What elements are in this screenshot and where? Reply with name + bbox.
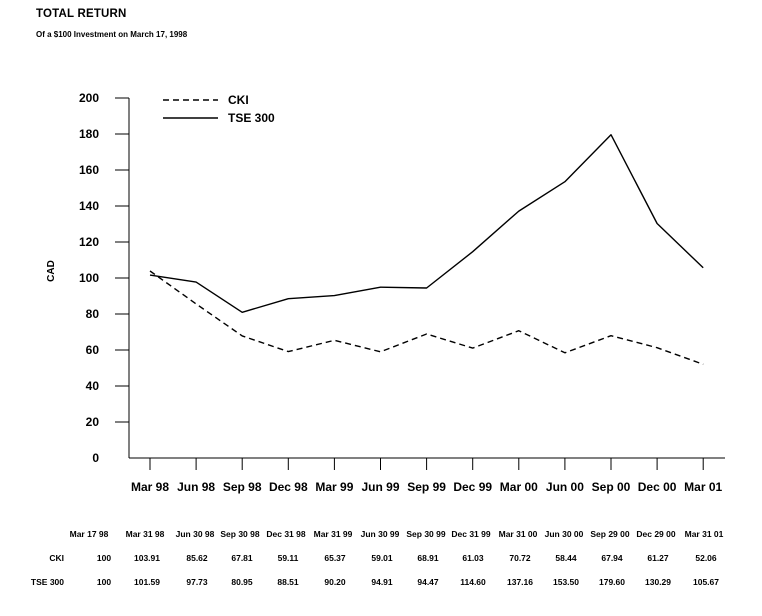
legend-label: CKI bbox=[228, 93, 249, 107]
y-tick-label: 140 bbox=[79, 199, 99, 213]
table-cell: 130.29 bbox=[645, 577, 671, 587]
table-cell: 59.01 bbox=[371, 553, 393, 563]
table-cell: 70.72 bbox=[509, 553, 531, 563]
table-column-header: Dec 29 00 bbox=[636, 529, 675, 539]
table-cell: 88.51 bbox=[277, 577, 299, 587]
series-line-cki bbox=[149, 270, 704, 365]
data-table: Mar 17 98 Mar 31 98 Jun 30 98 Sep 30 98 Dec … bbox=[31, 529, 724, 587]
x-tick-label: Sep 98 bbox=[223, 480, 262, 494]
table-cell: 85.62 bbox=[186, 553, 208, 563]
table-cell: 103.91 bbox=[134, 553, 160, 563]
table-cell: 65.37 bbox=[324, 553, 346, 563]
table-column-header: Sep 30 99 bbox=[406, 529, 445, 539]
x-tick-label: Mar 99 bbox=[315, 480, 353, 494]
x-tick-label: Sep 00 bbox=[592, 480, 631, 494]
table-cell: 97.73 bbox=[186, 577, 208, 587]
y-tick-label: 0 bbox=[92, 451, 99, 465]
table-column-header: Sep 30 98 bbox=[220, 529, 259, 539]
table-cell: 52.06 bbox=[695, 553, 717, 563]
table-column-header: Sep 29 00 bbox=[590, 529, 629, 539]
y-tick-label: 100 bbox=[79, 271, 99, 285]
table-cell: 58.44 bbox=[555, 553, 577, 563]
table-row-label: TSE 300 bbox=[31, 577, 64, 587]
table-cell: 100 bbox=[97, 553, 111, 563]
y-tick-label: 180 bbox=[79, 127, 99, 141]
table-cell: 61.27 bbox=[647, 553, 669, 563]
table-cell: 59.11 bbox=[278, 553, 299, 563]
table-cell: 90.20 bbox=[324, 577, 346, 587]
chart-title: TOTAL RETURN bbox=[36, 8, 127, 20]
table-cell: 67.94 bbox=[601, 553, 623, 563]
y-tick-label: 20 bbox=[86, 415, 100, 429]
x-tick-label: Mar 98 bbox=[131, 480, 169, 494]
x-tick-label: Sep 99 bbox=[407, 480, 446, 494]
chart-subtitle: Of a $100 Investment on March 17, 1998 bbox=[36, 30, 188, 39]
table-column-header: Mar 31 99 bbox=[314, 529, 353, 539]
table-cell: 80.95 bbox=[231, 577, 253, 587]
y-tick-label: 200 bbox=[79, 91, 99, 105]
x-tick-label: Dec 98 bbox=[269, 480, 308, 494]
table-cell: 153.50 bbox=[553, 577, 579, 587]
table-cell: 114.60 bbox=[460, 577, 486, 587]
table-column-header: Dec 31 99 bbox=[451, 529, 490, 539]
table-column-header: Mar 31 00 bbox=[499, 529, 538, 539]
table-cell: 94.91 bbox=[371, 577, 393, 587]
axes: 0 20 40 60 80 100 120 140 160 180 200 CAD Mar 98 Jun … bbox=[46, 91, 725, 494]
x-tick-label: Jun 98 bbox=[177, 480, 215, 494]
table-cell: 100 bbox=[97, 577, 111, 587]
table-column-header: Dec 31 98 bbox=[266, 529, 305, 539]
table-cell: 68.91 bbox=[417, 553, 439, 563]
table-cell: 179.60 bbox=[599, 577, 625, 587]
x-tick-label: Mar 00 bbox=[500, 480, 538, 494]
x-tick-label: Mar 01 bbox=[684, 480, 722, 494]
y-tick-label: 160 bbox=[79, 163, 99, 177]
legend: CKI TSE 300 bbox=[163, 93, 275, 125]
table-column-header: Jun 30 99 bbox=[361, 529, 400, 539]
table-cell: 94.47 bbox=[417, 577, 439, 587]
table-cell: 105.67 bbox=[693, 577, 719, 587]
table-row-label: CKI bbox=[49, 553, 64, 563]
x-tick-label: Jun 00 bbox=[546, 480, 584, 494]
table-cell: 101.59 bbox=[134, 577, 160, 587]
x-tick-label: Dec 00 bbox=[638, 480, 677, 494]
y-tick-label: 60 bbox=[86, 343, 100, 357]
table-column-header: Jun 30 98 bbox=[176, 529, 215, 539]
y-axis-label: CAD bbox=[46, 260, 57, 282]
legend-label: TSE 300 bbox=[228, 111, 275, 125]
x-tick-label: Jun 99 bbox=[361, 480, 399, 494]
series-layer bbox=[149, 133, 704, 365]
table-cell: 137.16 bbox=[507, 577, 533, 587]
y-tick-label: 120 bbox=[79, 235, 99, 249]
y-tick-label: 40 bbox=[86, 379, 100, 393]
table-column-header: Mar 31 98 bbox=[126, 529, 165, 539]
table-column-header: Mar 17 98 bbox=[70, 529, 109, 539]
table-column-header: Jun 30 00 bbox=[545, 529, 584, 539]
y-tick-label: 80 bbox=[86, 307, 100, 321]
series-line-tse-300 bbox=[149, 133, 704, 313]
table-cell: 61.03 bbox=[462, 553, 484, 563]
table-cell: 67.81 bbox=[231, 553, 253, 563]
x-tick-label: Dec 99 bbox=[453, 480, 492, 494]
table-column-header: Mar 31 01 bbox=[685, 529, 724, 539]
